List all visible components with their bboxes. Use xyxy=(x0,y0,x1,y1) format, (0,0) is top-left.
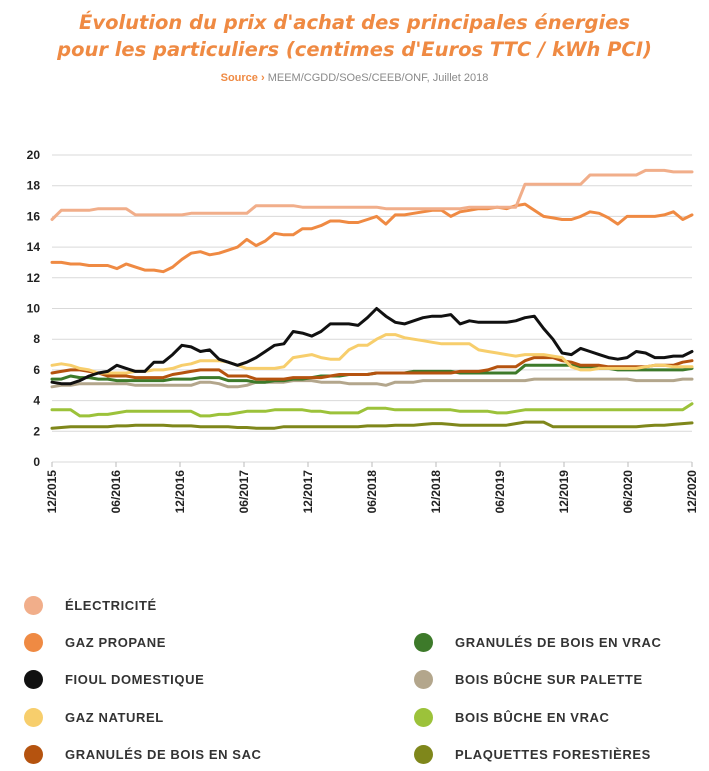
y-tick-label: 4 xyxy=(33,394,40,408)
legend-item: GRANULÉS DE BOIS EN VRAC xyxy=(414,630,662,654)
y-tick-label: 16 xyxy=(27,209,41,223)
legend-item: ÉLECTRICITÉ xyxy=(24,593,157,617)
series-line xyxy=(50,420,694,430)
legend-label: GRANULÉS DE BOIS EN SAC xyxy=(65,746,262,762)
legend-swatch xyxy=(414,707,433,727)
line-chart: 0 2 4 6 8 10 12 14 16 18 20 12/2015 06/2016 12/2016 06… xyxy=(27,148,699,514)
x-tick-label: 12/2019 xyxy=(557,470,571,514)
x-tick-label: 06/2020 xyxy=(621,470,635,514)
series-line xyxy=(50,333,694,375)
legend-item: GRANULÉS DE BOIS EN SAC xyxy=(24,742,262,766)
x-tick-label: 12/2018 xyxy=(429,470,443,514)
series-line xyxy=(50,168,694,221)
x-tick-label: 06/2016 xyxy=(109,470,123,514)
x-tick-label: 12/2015 xyxy=(45,470,59,514)
legend-swatch xyxy=(24,707,43,727)
legend-label: BOIS BÛCHE SUR PALETTE xyxy=(455,671,643,687)
legend-item: BOIS BÛCHE EN VRAC xyxy=(414,705,610,729)
source-text: MEEM/CGDD/SOeS/CEEB/ONF, Juillet 2018 xyxy=(267,72,489,84)
x-tick-label: 12/2016 xyxy=(173,470,187,514)
legend-label: GRANULÉS DE BOIS EN VRAC xyxy=(455,634,662,650)
legend-item: FIOUL DOMESTIQUE xyxy=(24,667,204,691)
y-tick-label: 20 xyxy=(27,148,41,162)
chart-source: Source › MEEM/CGDD/SOeS/CEEB/ONF, Juille… xyxy=(0,72,709,84)
x-tick-label: 06/2019 xyxy=(493,470,507,514)
legend-swatch xyxy=(414,632,433,652)
y-tick-label: 14 xyxy=(27,240,41,254)
legend-label: BOIS BÛCHE EN VRAC xyxy=(455,709,610,725)
chart-title-line-1: Évolution du prix d'achat des principale… xyxy=(79,11,630,34)
y-tick-label: 12 xyxy=(27,271,41,285)
legend-label: ÉLECTRICITÉ xyxy=(65,597,157,613)
legend-label: GAZ PROPANE xyxy=(65,634,166,650)
x-tick-label: 06/2018 xyxy=(365,470,379,514)
legend-label: GAZ NATUREL xyxy=(65,709,164,725)
chart-title-line-2: pour les particuliers (centimes d'Euros … xyxy=(57,38,652,61)
series-line xyxy=(50,202,694,274)
legend-swatch xyxy=(414,744,433,764)
y-tick-label: 8 xyxy=(33,332,40,346)
y-tick-label: 2 xyxy=(33,424,40,438)
legend-item: PLAQUETTES FORESTIÈRES xyxy=(414,742,651,766)
x-tick-label: 06/2017 xyxy=(237,470,251,514)
legend-item: GAZ NATUREL xyxy=(24,705,164,729)
legend-label: PLAQUETTES FORESTIÈRES xyxy=(455,746,651,762)
legend-label: FIOUL DOMESTIQUE xyxy=(65,671,205,687)
x-tick-label: 12/2020 xyxy=(685,470,699,514)
legend-swatch xyxy=(24,595,43,615)
y-tick-label: 10 xyxy=(27,302,41,316)
series-line xyxy=(50,402,694,418)
series-line xyxy=(50,356,694,381)
series-line xyxy=(50,377,694,389)
x-tick-label: 12/2017 xyxy=(301,470,315,514)
series-line xyxy=(50,307,694,386)
legend-swatch xyxy=(24,632,43,652)
y-tick-label: 18 xyxy=(27,179,41,193)
source-label: Source › xyxy=(220,72,265,84)
legend-swatch xyxy=(414,669,433,689)
y-tick-label: 0 xyxy=(33,455,40,469)
legend-item: BOIS BÛCHE SUR PALETTE xyxy=(414,667,643,691)
legend-item: GAZ PROPANE xyxy=(24,630,166,654)
legend-swatch xyxy=(24,669,43,689)
y-tick-label: 6 xyxy=(33,363,40,377)
legend-swatch xyxy=(24,744,43,764)
